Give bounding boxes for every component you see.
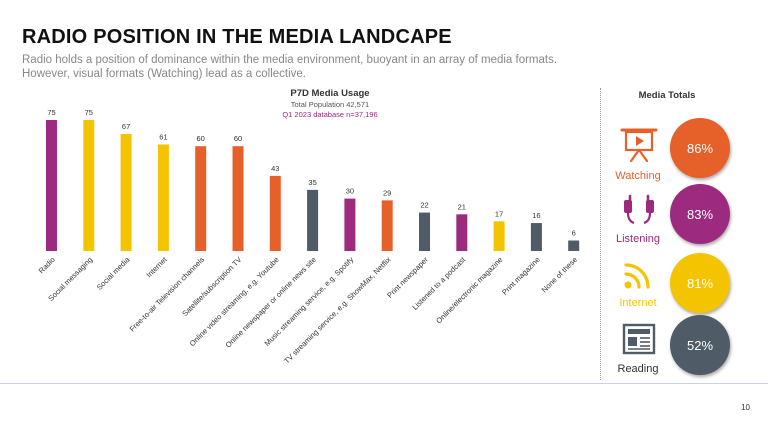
bar-10: [419, 212, 430, 251]
bar-value-label: 30: [346, 187, 354, 196]
chart-population-note: Total Population 42,571: [290, 100, 370, 109]
internet-percent-circle: 81%: [670, 253, 730, 313]
watching-label: Watching: [615, 170, 661, 182]
category-label: Internet: [144, 254, 169, 279]
bar-13: [530, 223, 542, 251]
bar-14: [568, 240, 580, 251]
bar-4: [195, 146, 207, 251]
listening-label: Listening: [615, 233, 661, 245]
category-label: Print magazine: [500, 255, 542, 297]
page-number: 10: [741, 403, 750, 412]
listening-percent-circle: 83%: [670, 184, 730, 244]
bar-2: [120, 133, 132, 251]
bar-value-label: 35: [308, 178, 316, 187]
bar-value-label: 16: [532, 211, 540, 220]
headphones-icon: [624, 194, 654, 225]
bar-12: [493, 221, 505, 251]
bar-value-label: 21: [458, 202, 466, 211]
bar-8: [344, 198, 356, 251]
reading-percent-circle: 52%: [670, 315, 730, 375]
internet-label: Internet: [619, 297, 657, 309]
reading-label: Reading: [617, 363, 659, 375]
slide-title: RADIO POSITION IN THE MEDIA LANDCAPE: [22, 26, 452, 48]
bar-value-label: 60: [234, 134, 242, 143]
bar-1: [83, 120, 95, 251]
footer-divider: [0, 383, 768, 384]
chart-database-note: Q1 2023 database n=37,196: [282, 110, 378, 119]
category-label: Radio: [37, 255, 57, 275]
bar-value-label: 17: [495, 209, 503, 218]
bar-value-label: 60: [197, 134, 205, 143]
media-totals-title: Media Totals: [638, 90, 696, 101]
bar-value-label: 75: [47, 108, 55, 117]
category-label: Social media: [95, 254, 132, 291]
bar-value-label: 61: [159, 132, 167, 141]
bar-5: [232, 146, 244, 251]
slide-subtitle: Radio holds a position of dominance with…: [22, 54, 558, 80]
bar-value-label: 67: [122, 122, 130, 131]
chart-title: P7D Media Usage: [290, 88, 370, 99]
category-label: Online/electronic magazine: [434, 255, 504, 325]
bar-value-label: 22: [420, 201, 428, 210]
chart-header: P7D Media Usage Total Population 42,571 …: [250, 88, 410, 119]
presentation-board-icon: [620, 128, 658, 163]
category-label: None of these: [540, 255, 579, 294]
bar-7: [307, 189, 319, 251]
category-label: Free-to-air Television channels: [128, 255, 207, 334]
bar-value-label: 6: [572, 229, 576, 238]
bar-value-label: 43: [271, 164, 279, 173]
wifi-icon: [624, 263, 650, 289]
newspaper-icon: [622, 323, 656, 355]
bar-value-label: 29: [383, 188, 391, 197]
bar-6: [269, 175, 281, 251]
bar-0: [46, 120, 57, 251]
bar-3: [157, 144, 169, 251]
bar-value-label: 75: [85, 108, 93, 117]
watching-percent-circle: 86%: [670, 118, 730, 178]
panel-divider: [600, 88, 601, 380]
bar-11: [456, 214, 468, 251]
bar-9: [381, 200, 393, 251]
